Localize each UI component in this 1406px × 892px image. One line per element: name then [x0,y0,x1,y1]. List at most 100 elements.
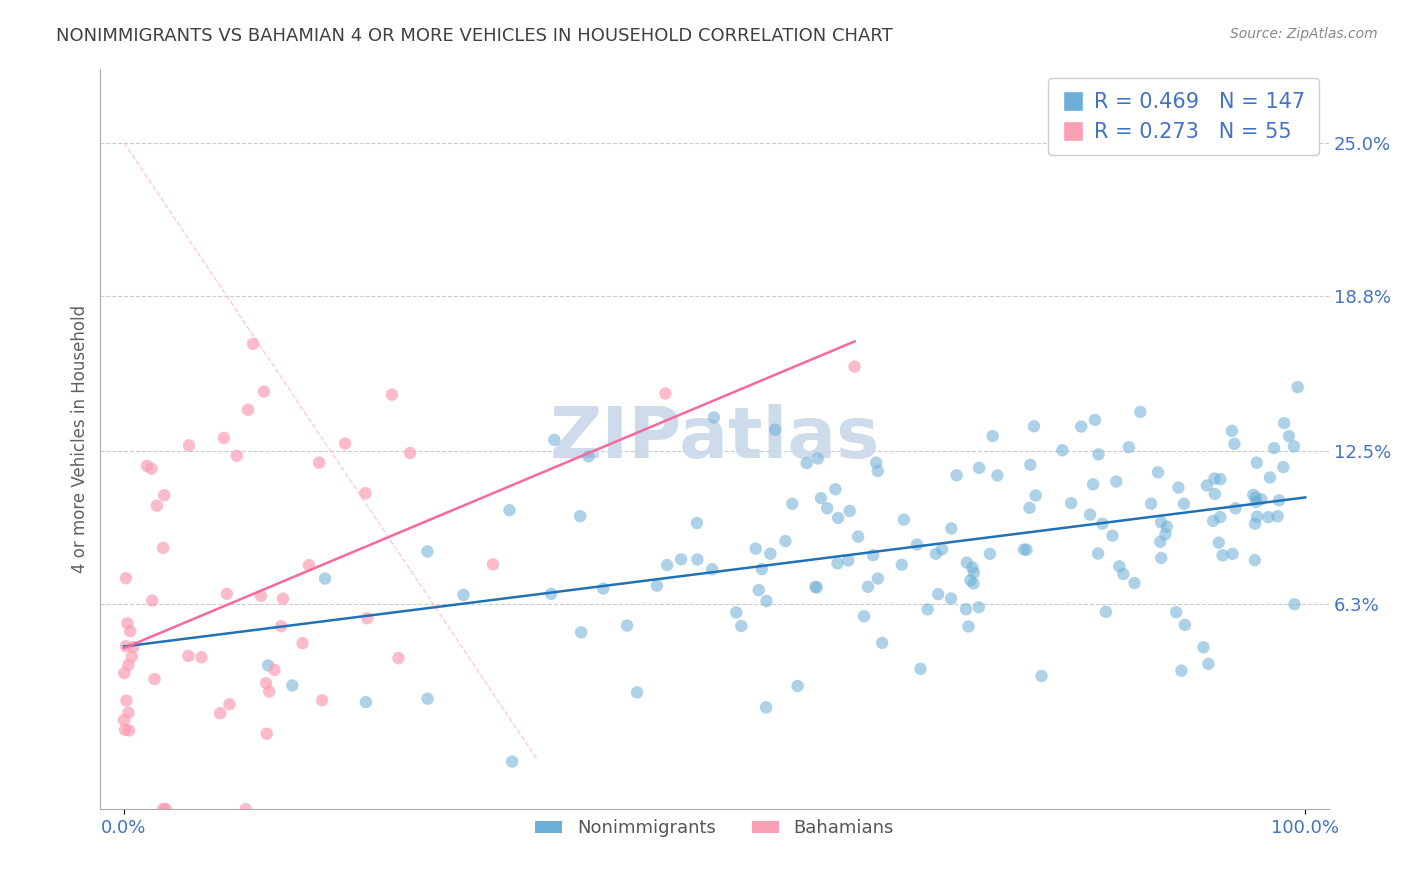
Bahamians [141,461,163,475]
Nonimmigrants [1220,424,1243,438]
Nonimmigrants [910,662,932,676]
Nonimmigrants [1268,493,1291,508]
Nonimmigrants [1149,534,1171,549]
Nonimmigrants [725,606,748,620]
Bahamians [256,727,278,741]
Nonimmigrants [1015,542,1038,557]
Y-axis label: 4 or more Vehicles in Household: 4 or more Vehicles in Household [72,305,89,573]
Text: NONIMMIGRANTS VS BAHAMIAN 4 OR MORE VEHICLES IN HOUSEHOLD CORRELATION CHART: NONIMMIGRANTS VS BAHAMIAN 4 OR MORE VEHI… [56,27,893,45]
Nonimmigrants [782,497,804,511]
Bahamians [311,693,333,707]
Nonimmigrants [962,576,984,591]
Nonimmigrants [748,583,770,598]
Nonimmigrants [416,691,439,706]
Bahamians [143,672,166,686]
Nonimmigrants [1174,618,1197,632]
Bahamians [146,499,169,513]
Nonimmigrants [1204,472,1226,486]
Nonimmigrants [1150,516,1173,530]
Nonimmigrants [957,619,980,633]
Nonimmigrants [755,594,778,608]
Bahamians [356,611,378,625]
Bahamians [141,593,163,607]
Nonimmigrants [657,558,679,572]
Nonimmigrants [569,509,592,524]
Nonimmigrants [986,468,1008,483]
Bahamians [250,589,273,603]
Bahamians [270,619,292,633]
Nonimmigrants [1208,535,1230,549]
Bahamians [259,684,281,698]
Nonimmigrants [827,511,849,525]
Nonimmigrants [893,513,915,527]
Nonimmigrants [669,552,692,566]
Nonimmigrants [853,609,876,624]
Nonimmigrants [862,548,884,562]
Bahamians [235,802,257,816]
Nonimmigrants [1241,488,1264,502]
Nonimmigrants [1091,516,1114,531]
Nonimmigrants [1052,443,1074,458]
Nonimmigrants [1123,576,1146,591]
Bahamians [153,802,176,816]
Nonimmigrants [804,580,827,594]
Nonimmigrants [917,602,939,616]
Nonimmigrants [1272,416,1295,430]
Nonimmigrants [979,547,1001,561]
Bahamians [112,666,135,681]
Nonimmigrants [1243,553,1265,567]
Nonimmigrants [1250,492,1272,507]
Nonimmigrants [967,600,990,615]
Nonimmigrants [1167,481,1189,495]
Nonimmigrants [810,491,832,505]
Legend: Nonimmigrants, Bahamians: Nonimmigrants, Bahamians [529,812,901,845]
Nonimmigrants [686,516,709,530]
Nonimmigrants [1078,508,1101,522]
Nonimmigrants [257,658,280,673]
Nonimmigrants [1267,509,1289,524]
Bahamians [115,640,138,654]
Nonimmigrants [837,553,859,567]
Nonimmigrants [1246,456,1268,470]
Nonimmigrants [1087,547,1109,561]
Bahamians [112,713,135,727]
Nonimmigrants [1108,559,1130,574]
Nonimmigrants [931,542,953,557]
Nonimmigrants [730,619,752,633]
Nonimmigrants [865,456,887,470]
Bahamians [253,384,276,399]
Nonimmigrants [1282,439,1305,453]
Bahamians [177,438,200,452]
Nonimmigrants [927,587,949,601]
Nonimmigrants [1101,529,1123,543]
Nonimmigrants [1084,413,1107,427]
Nonimmigrants [700,562,723,576]
Nonimmigrants [962,560,984,574]
Nonimmigrants [501,755,523,769]
Nonimmigrants [1018,500,1040,515]
Nonimmigrants [1154,527,1177,541]
Bahamians [152,802,174,816]
Nonimmigrants [578,450,600,464]
Nonimmigrants [1223,437,1246,451]
Nonimmigrants [755,700,778,714]
Nonimmigrants [703,410,725,425]
Nonimmigrants [866,464,889,478]
Nonimmigrants [1022,419,1045,434]
Nonimmigrants [925,547,948,561]
Nonimmigrants [616,618,638,632]
Nonimmigrants [592,582,614,596]
Nonimmigrants [1195,478,1218,492]
Bahamians [308,456,330,470]
Nonimmigrants [870,636,893,650]
Nonimmigrants [1150,551,1173,566]
Bahamians [115,571,138,585]
Bahamians [399,446,422,460]
Bahamians [225,449,247,463]
Nonimmigrants [1246,509,1268,524]
Nonimmigrants [827,557,849,571]
Nonimmigrants [807,451,830,466]
Nonimmigrants [806,581,828,595]
Nonimmigrants [1204,487,1226,501]
Bahamians [263,663,285,677]
